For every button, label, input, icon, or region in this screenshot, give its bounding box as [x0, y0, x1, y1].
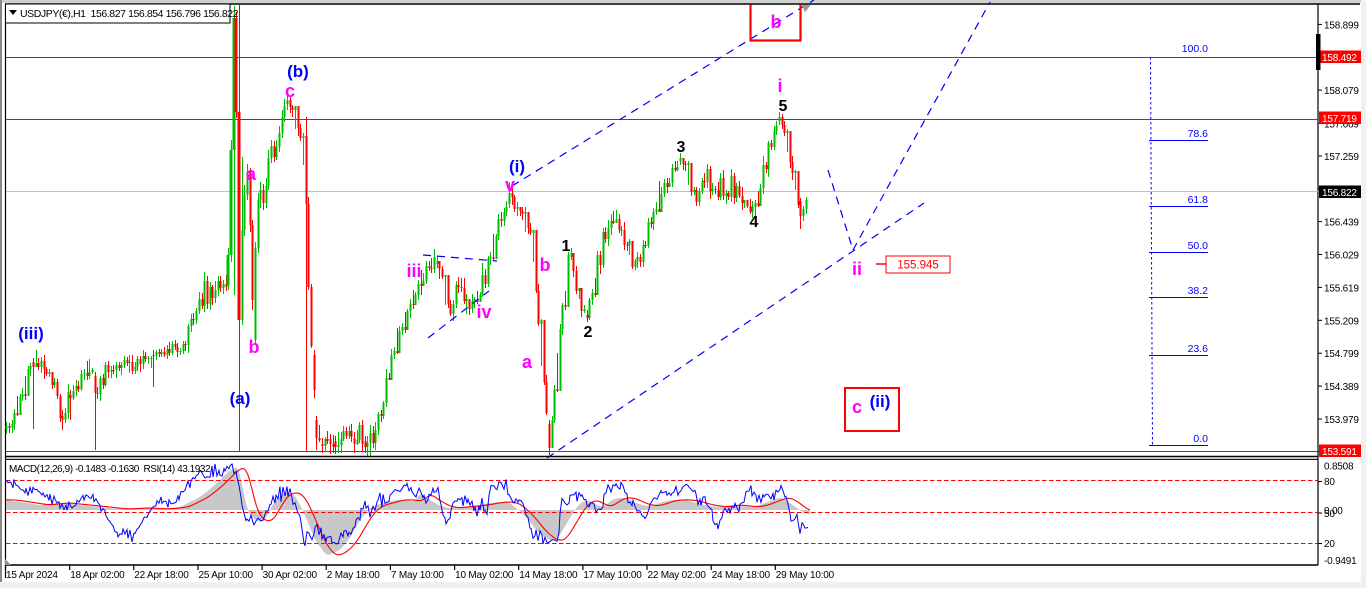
- svg-text:3: 3: [677, 139, 686, 156]
- svg-text:i: i: [777, 76, 782, 96]
- svg-text:157.669: 157.669: [1324, 120, 1359, 131]
- svg-text:(a): (a): [230, 389, 251, 408]
- svg-text:15 Apr 2024: 15 Apr 2024: [6, 570, 58, 581]
- svg-text:158.899: 158.899: [1324, 20, 1359, 31]
- svg-text:156.822: 156.822: [1322, 188, 1357, 199]
- svg-text:18 Apr 02:00: 18 Apr 02:00: [70, 570, 125, 581]
- svg-text:158.079: 158.079: [1324, 86, 1359, 97]
- svg-text:25 Apr 10:00: 25 Apr 10:00: [199, 570, 254, 581]
- svg-text:154.799: 154.799: [1324, 349, 1359, 360]
- svg-text:0.8508: 0.8508: [1324, 462, 1354, 473]
- svg-text:b: b: [540, 255, 551, 275]
- svg-text:2: 2: [584, 324, 593, 341]
- svg-text:0.00: 0.00: [1324, 506, 1343, 517]
- svg-text:100.0: 100.0: [1182, 43, 1208, 55]
- svg-text:80: 80: [1324, 477, 1335, 488]
- svg-text:38.2: 38.2: [1188, 285, 1209, 297]
- svg-text:b: b: [249, 337, 260, 357]
- svg-text:(i): (i): [509, 157, 525, 176]
- svg-text:MACD(12,26,9) -0.1483 -0.1630: MACD(12,26,9) -0.1483 -0.1630 RSI(14) 43…: [9, 464, 211, 475]
- svg-text:154.389: 154.389: [1324, 382, 1359, 393]
- svg-text:157.259: 157.259: [1324, 152, 1359, 163]
- svg-text:155.209: 155.209: [1324, 316, 1359, 327]
- svg-text:23.6: 23.6: [1188, 343, 1209, 355]
- svg-text:-0.9491: -0.9491: [1324, 556, 1357, 567]
- svg-text:155.945: 155.945: [897, 260, 939, 272]
- svg-text:153.591: 153.591: [1322, 447, 1357, 458]
- svg-text:50: 50: [1324, 509, 1335, 520]
- svg-text:1: 1: [562, 238, 571, 255]
- svg-text:b: b: [771, 12, 782, 32]
- svg-text:a: a: [522, 352, 533, 372]
- svg-text:4: 4: [750, 214, 759, 231]
- svg-text:158.492: 158.492: [1322, 53, 1357, 64]
- svg-text:156.029: 156.029: [1324, 251, 1359, 262]
- svg-text:(b): (b): [287, 62, 309, 81]
- svg-text:10 May 02:00: 10 May 02:00: [455, 570, 514, 581]
- svg-text:157.719: 157.719: [1322, 114, 1357, 125]
- svg-text:(ii): (ii): [870, 392, 891, 411]
- svg-text:iii: iii: [406, 261, 421, 281]
- svg-text:ii: ii: [852, 259, 862, 279]
- svg-text:153.979: 153.979: [1324, 415, 1359, 426]
- svg-text:29 May 10:00: 29 May 10:00: [776, 570, 835, 581]
- svg-text:a: a: [246, 164, 257, 184]
- svg-text:17 May 10:00: 17 May 10:00: [583, 570, 642, 581]
- svg-text:50.0: 50.0: [1188, 240, 1209, 252]
- svg-text:(iii): (iii): [18, 324, 44, 343]
- svg-text:c: c: [852, 397, 862, 417]
- svg-text:2 May 18:00: 2 May 18:00: [327, 570, 380, 581]
- svg-text:78.6: 78.6: [1188, 128, 1209, 140]
- svg-text:7 May 10:00: 7 May 10:00: [391, 570, 444, 581]
- svg-text:22 May 02:00: 22 May 02:00: [648, 570, 707, 581]
- svg-text:iv: iv: [476, 302, 491, 322]
- svg-text:0.0: 0.0: [1193, 433, 1208, 445]
- svg-text:20: 20: [1324, 539, 1335, 550]
- svg-text:155.619: 155.619: [1324, 283, 1359, 294]
- svg-text:30 Apr 02:00: 30 Apr 02:00: [263, 570, 318, 581]
- svg-text:61.8: 61.8: [1188, 194, 1209, 206]
- svg-text:c: c: [285, 81, 295, 101]
- svg-text:14 May 18:00: 14 May 18:00: [519, 570, 578, 581]
- svg-text:156.439: 156.439: [1324, 218, 1359, 229]
- svg-text:v: v: [505, 175, 515, 195]
- svg-text:USDJPY(€),H1 156.827 156.854: USDJPY(€),H1 156.827 156.854 156.796 156…: [20, 8, 239, 20]
- svg-text:24 May 18:00: 24 May 18:00: [712, 570, 771, 581]
- svg-text:5: 5: [779, 98, 788, 115]
- svg-text:22 Apr 18:00: 22 Apr 18:00: [134, 570, 189, 581]
